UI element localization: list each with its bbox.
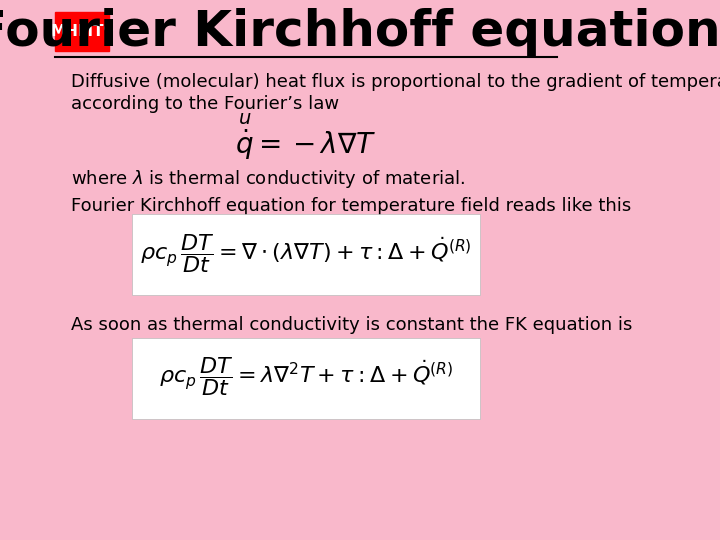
Text: Diffusive (molecular) heat flux is proportional to the gradient of temperature: Diffusive (molecular) heat flux is propo… (71, 73, 720, 91)
Text: Fourier Kirchhoff equation: Fourier Kirchhoff equation (0, 8, 720, 56)
Text: $\overset{u}{\dot{q}} = -\lambda \nabla T$: $\overset{u}{\dot{q}} = -\lambda \nabla … (235, 111, 377, 161)
Text: where $\lambda$ is thermal conductivity of material.: where $\lambda$ is thermal conductivity … (71, 168, 465, 190)
Text: As soon as thermal conductivity is constant the FK equation is: As soon as thermal conductivity is const… (71, 316, 632, 334)
FancyBboxPatch shape (132, 214, 480, 295)
Text: MHMT9: MHMT9 (50, 24, 114, 39)
Text: Fourier Kirchhoff equation for temperature field reads like this: Fourier Kirchhoff equation for temperatu… (71, 197, 631, 215)
Text: according to the Fourier’s law: according to the Fourier’s law (71, 94, 339, 113)
Text: $\rho c_p \,\dfrac{DT}{Dt} = \lambda \nabla^2 T + \tau : \Delta + \dot{Q}^{(R)}$: $\rho c_p \,\dfrac{DT}{Dt} = \lambda \na… (159, 355, 454, 399)
Text: $\rho c_p \,\dfrac{DT}{Dt} = \nabla \cdot (\lambda \nabla T) + \tau : \Delta + \: $\rho c_p \,\dfrac{DT}{Dt} = \nabla \cdo… (140, 232, 472, 275)
FancyBboxPatch shape (55, 12, 109, 51)
FancyBboxPatch shape (132, 338, 480, 418)
